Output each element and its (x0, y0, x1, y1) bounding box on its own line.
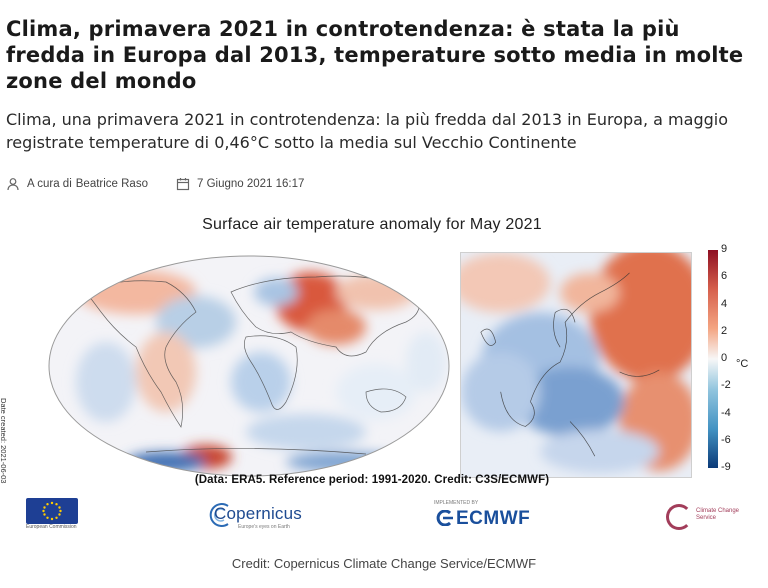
colorbar-tick: -2 (721, 379, 731, 392)
colorbar-unit: °C (736, 358, 749, 370)
logos-row: European Commission Copernicus Europe's … (0, 498, 768, 538)
article-headline: Clima, primavera 2021 in controtendenza:… (6, 17, 744, 93)
author-link[interactable]: Beatrice Raso (75, 178, 148, 190)
ecmwf-logo: IMPLEMENTED BY ECMWF (434, 500, 554, 532)
user-icon (7, 178, 19, 191)
publish-date: 7 Giugno 2021 16:17 (176, 177, 304, 191)
colorbar-tick: 2 (721, 324, 728, 337)
image-credit: Credit: Copernicus Climate Change Servic… (231, 556, 537, 571)
article-subheadline: Clima, una primavera 2021 in controtende… (6, 110, 728, 152)
figure-caption: (Data: ERA5. Reference period: 1991-2020… (194, 474, 550, 486)
copernicus-arc-icon (209, 503, 229, 527)
eu-logo: European Commission (16, 498, 84, 532)
eu-flag-icon (26, 498, 78, 524)
colorbar-tick: -9 (721, 461, 731, 473)
ecmwf-wordmark: ECMWF (456, 508, 531, 529)
author-prefix: A cura di (27, 178, 72, 190)
colorbar-tick: -6 (721, 433, 731, 446)
article-meta: A cura di Beatrice Raso 7 Giugno 2021 16… (6, 176, 304, 192)
colorbar-tick: 4 (721, 297, 728, 310)
temperature-anomaly-figure: Surface air temperature anomaly for May … (0, 208, 768, 588)
copernicus-logo: Copernicus Europe's eyes on Earth (208, 502, 318, 532)
c3s-circle-icon (666, 504, 692, 530)
copernicus-tagline: Europe's eyes on Earth (238, 524, 290, 530)
publish-date-text: 7 Giugno 2021 16:17 (196, 178, 305, 190)
colorbar-tick: 6 (721, 270, 728, 283)
author-byline: A cura di Beatrice Raso (6, 177, 148, 191)
colorbar (708, 250, 718, 468)
colorbar-tick: 9 (721, 243, 728, 255)
world-anomaly-map (48, 255, 450, 477)
colorbar-tick: -4 (721, 406, 731, 419)
figure-title: Surface air temperature anomaly for May … (202, 216, 542, 233)
c3s-logo: Climate Change Service (666, 504, 746, 532)
colorbar-tick: 0 (721, 352, 728, 364)
copernicus-wordmark: Copernicus (214, 504, 302, 523)
c3s-text: Climate Change Service (696, 508, 740, 521)
ecmwf-implemented-by: IMPLEMENTED BY (434, 500, 479, 506)
calendar-icon (176, 178, 190, 191)
eu-logo-text: European Commission (26, 524, 77, 530)
ecmwf-wave-icon (436, 510, 453, 526)
europe-anomaly-map (460, 252, 692, 478)
